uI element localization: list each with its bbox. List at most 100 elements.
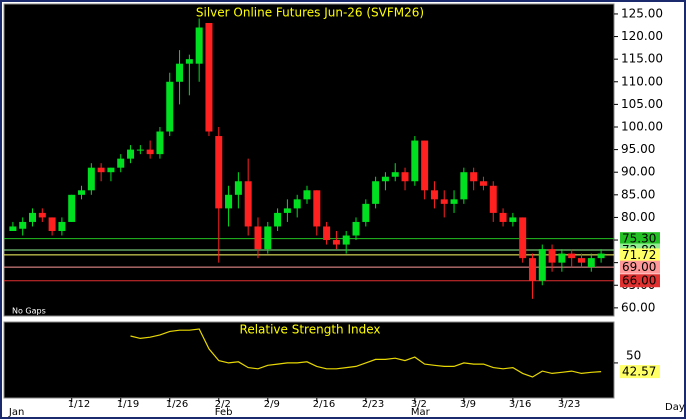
candle-body: [244, 181, 252, 227]
candle-body: [254, 226, 262, 250]
candle-body: [185, 59, 193, 64]
y-tick-label: 110.00: [621, 74, 663, 88]
y-tick-label: 80.00: [621, 210, 655, 224]
month-label: Feb: [215, 407, 233, 418]
gap-note: No Gaps: [12, 307, 46, 316]
candle-body: [372, 181, 380, 204]
candle-body: [499, 212, 507, 222]
x-tick-label: 1/26: [166, 399, 188, 410]
candle-body: [68, 194, 76, 222]
candle-body: [450, 199, 458, 204]
candle-body: [127, 149, 135, 159]
candle-body: [421, 140, 429, 191]
x-tick-label: 1/12: [68, 399, 90, 410]
level-label: 75.30: [622, 232, 656, 246]
candle-body: [381, 176, 389, 182]
candle-body: [205, 22, 213, 132]
candle-body: [411, 140, 419, 182]
y-tick-label: 115.00: [621, 52, 663, 66]
period-label[interactable]: Day: [665, 402, 685, 413]
month-label: Mar: [411, 407, 431, 418]
candle-body: [264, 226, 272, 250]
rsi-value-label: 42.57: [622, 365, 656, 379]
candle-body: [195, 27, 203, 64]
candle-body: [362, 203, 370, 222]
level-label-box: [620, 248, 660, 262]
x-tick-label: 3/16: [509, 399, 531, 410]
rsi-title: Relative Strength Index: [240, 323, 381, 337]
candle-body: [38, 212, 46, 218]
candle-body: [558, 253, 566, 263]
candle-body: [548, 249, 556, 263]
x-tick-label: 2/2: [215, 399, 231, 410]
candle-body: [19, 221, 27, 229]
y-tick-label: 100.00: [621, 119, 663, 133]
candle-body: [107, 167, 115, 173]
x-tick-label: 2/16: [313, 399, 335, 410]
candle-body: [460, 172, 468, 200]
y-tick-label: 50: [626, 348, 641, 362]
candle-body: [156, 131, 164, 155]
x-tick-label: 3/23: [558, 399, 580, 410]
candle-body: [78, 190, 86, 195]
x-tick-label: 2/23: [362, 399, 384, 410]
candle-body: [303, 190, 311, 200]
candle-body: [577, 258, 585, 263]
x-tick-label: 3/2: [411, 399, 427, 410]
level-label: 69.00: [622, 260, 656, 274]
candle-body: [293, 199, 301, 209]
y-tick-label: 85.00: [621, 187, 655, 201]
candle-body: [470, 172, 478, 182]
y-tick-label: 90.00: [621, 165, 655, 179]
candle-body: [440, 199, 448, 204]
candle-body: [215, 136, 223, 209]
price-panel: [3, 3, 615, 317]
level-label-box: [620, 274, 660, 288]
candle-body: [587, 258, 595, 268]
candle-body: [332, 240, 340, 245]
candle-body: [597, 253, 605, 259]
y-tick-label: 60.00: [621, 300, 655, 314]
candle-body: [117, 158, 125, 168]
y-tick-label: 105.00: [621, 97, 663, 111]
candle-body: [528, 258, 536, 281]
candle-body: [342, 235, 350, 245]
candle-body: [58, 221, 66, 231]
level-label: 71.72: [622, 248, 656, 262]
candle-body: [225, 194, 233, 209]
candle-body: [234, 181, 242, 195]
rsi-value-box: [620, 365, 660, 379]
y-tick-label: 125.00: [621, 6, 663, 20]
candle-body: [509, 217, 517, 222]
candle-body: [489, 185, 497, 213]
level-label-box: [620, 260, 660, 274]
candle-body: [401, 172, 409, 182]
candle-body: [48, 217, 56, 231]
candle-body: [519, 217, 527, 259]
y-tick-label: 120.00: [621, 29, 663, 43]
y-tick-label: 95.00: [621, 142, 655, 156]
rsi-line: [130, 328, 602, 378]
x-tick-label: 2/9: [264, 399, 280, 410]
candle-body: [352, 221, 360, 236]
month-label: Jan: [8, 407, 24, 418]
x-tick-label: 1/19: [117, 399, 139, 410]
candle-body: [9, 226, 17, 231]
candle-body: [176, 63, 184, 82]
candle-body: [479, 181, 487, 186]
chart-title: Silver Online Futures Jun-26 (SVFM26): [196, 6, 424, 20]
candle-body: [538, 249, 546, 281]
level-label-box: [620, 232, 660, 246]
candle-body: [313, 190, 321, 227]
candle-body: [568, 253, 576, 259]
candle-body: [391, 172, 399, 177]
candle-body: [87, 167, 95, 191]
candle-body: [146, 149, 154, 155]
candle-body: [136, 149, 144, 151]
candle-body: [274, 212, 282, 227]
rsi-panel: [3, 321, 615, 399]
candle-body: [283, 208, 291, 213]
level-label: 66.00: [622, 274, 656, 288]
x-tick-label: 3/9: [460, 399, 476, 410]
